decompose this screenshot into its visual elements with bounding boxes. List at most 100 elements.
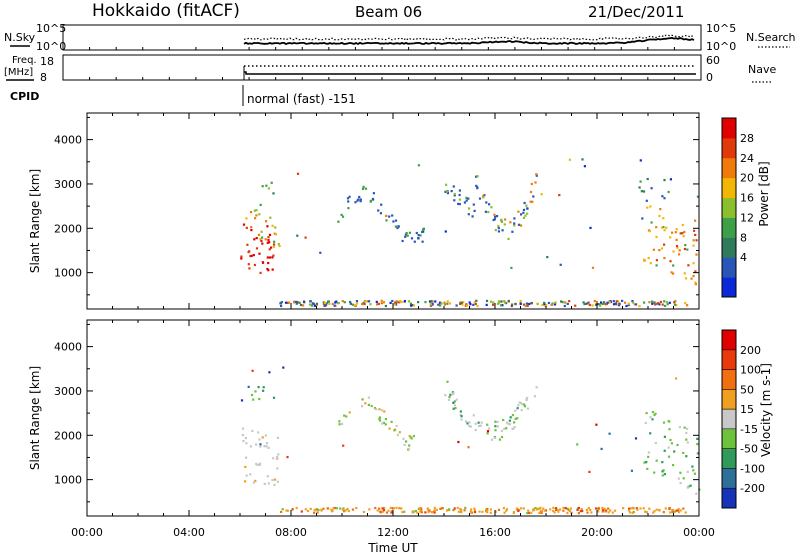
- echo-cell: [256, 463, 259, 466]
- echo-cell: [346, 507, 349, 511]
- echo-cell: [272, 254, 275, 257]
- echo-cell: [488, 427, 491, 430]
- echo-cell: [554, 301, 557, 304]
- echo-cell: [517, 210, 520, 213]
- echo-cell: [298, 301, 301, 304]
- echo-cell: [444, 190, 447, 193]
- echo-cell: [514, 409, 517, 412]
- echo-cell: [667, 190, 670, 194]
- echo-cell: [460, 415, 463, 418]
- echo-cell: [412, 435, 415, 438]
- echo-cell: [568, 509, 571, 513]
- echo-cell: [520, 409, 523, 412]
- echo-cell: [568, 158, 571, 161]
- echo-cell: [576, 443, 579, 446]
- echo-cell: [586, 302, 589, 305]
- echo-cell: [547, 301, 550, 305]
- echo-cell: [475, 175, 478, 178]
- y-tick-label: 3000: [54, 385, 82, 398]
- echo-cell: [475, 184, 478, 187]
- echo-cell: [512, 511, 515, 515]
- colorbar-swatch: [722, 257, 736, 278]
- echo-cell: [433, 511, 436, 514]
- echo-cell: [522, 303, 526, 306]
- echo-cell: [668, 301, 671, 304]
- echo-cell: [319, 251, 322, 254]
- echo-cell: [258, 213, 261, 216]
- colorbar-swatch: [722, 197, 736, 218]
- echo-cell: [639, 159, 642, 162]
- echo-cell: [403, 443, 406, 447]
- echo-cell: [532, 195, 535, 198]
- echo-cell: [654, 412, 657, 415]
- echo-cell: [692, 244, 695, 247]
- echo-cell: [402, 437, 405, 440]
- echo-cell: [473, 301, 476, 304]
- power-colorbar-label: Power [dB]: [757, 161, 771, 226]
- echo-cell: [331, 509, 334, 512]
- velocity-colorbar: 200 100 50 15 -15 -50 -100 -200: [721, 329, 765, 509]
- echo-cell: [497, 230, 500, 233]
- echo-cell: [389, 301, 392, 304]
- echo-cell: [638, 186, 641, 189]
- echo-cell: [472, 414, 475, 417]
- echo-cell: [257, 431, 260, 434]
- echo-cell: [670, 442, 673, 445]
- echo-cell: [378, 417, 381, 420]
- echo-cell: [477, 421, 480, 424]
- echo-cell: [595, 300, 598, 304]
- echo-cell: [372, 192, 375, 195]
- echo-cell: [267, 261, 270, 265]
- nsky-label: N.Sky: [4, 31, 36, 44]
- echo-cell: [524, 305, 527, 308]
- echo-cell: [527, 509, 530, 512]
- echo-cell: [695, 253, 698, 256]
- echo-cell: [434, 300, 437, 303]
- echo-cell: [499, 304, 503, 307]
- echo-cell: [638, 305, 641, 308]
- echo-cell: [395, 303, 398, 306]
- echo-cell: [276, 467, 279, 470]
- echo-cell: [654, 303, 657, 306]
- echo-cell: [689, 484, 692, 487]
- echo-cell: [534, 181, 537, 184]
- echo-cell: [661, 195, 664, 198]
- echo-cell: [597, 510, 600, 513]
- echo-cell: [640, 190, 643, 193]
- echo-cell: [275, 457, 279, 460]
- echo-cell: [645, 199, 648, 202]
- echo-cell: [327, 300, 330, 303]
- echo-cell: [345, 415, 348, 418]
- echo-cell: [510, 304, 513, 308]
- echo-cell: [658, 214, 661, 218]
- echo-cell: [381, 301, 384, 304]
- echo-cell: [524, 214, 527, 217]
- echo-cell: [652, 248, 655, 251]
- echo-cell: [269, 216, 272, 219]
- echo-cell: [641, 217, 644, 220]
- echo-cell: [617, 300, 620, 303]
- echo-cell: [529, 190, 533, 194]
- colorbar-tick-label: 50: [740, 383, 754, 396]
- echo-cell: [448, 395, 451, 399]
- echo-cell: [403, 300, 406, 303]
- echo-cell: [411, 304, 414, 307]
- echo-cell: [295, 300, 298, 303]
- echo-cell: [552, 509, 555, 513]
- echo-cell: [459, 413, 462, 416]
- echo-cell: [667, 420, 670, 423]
- echo-cell: [359, 198, 362, 201]
- echo-cell: [655, 235, 658, 239]
- echo-cell: [677, 508, 680, 511]
- echo-cell: [667, 446, 670, 449]
- echo-cell: [672, 264, 675, 267]
- echo-cell: [266, 225, 269, 228]
- echo-cell: [496, 302, 500, 305]
- echo-cell: [529, 200, 532, 203]
- date-title: 21/Dec/2011: [588, 3, 684, 21]
- echo-cell: [645, 461, 648, 464]
- echo-cell: [270, 246, 273, 249]
- echo-cell: [686, 248, 689, 251]
- echo-cell: [245, 442, 248, 445]
- echo-cell: [675, 238, 678, 241]
